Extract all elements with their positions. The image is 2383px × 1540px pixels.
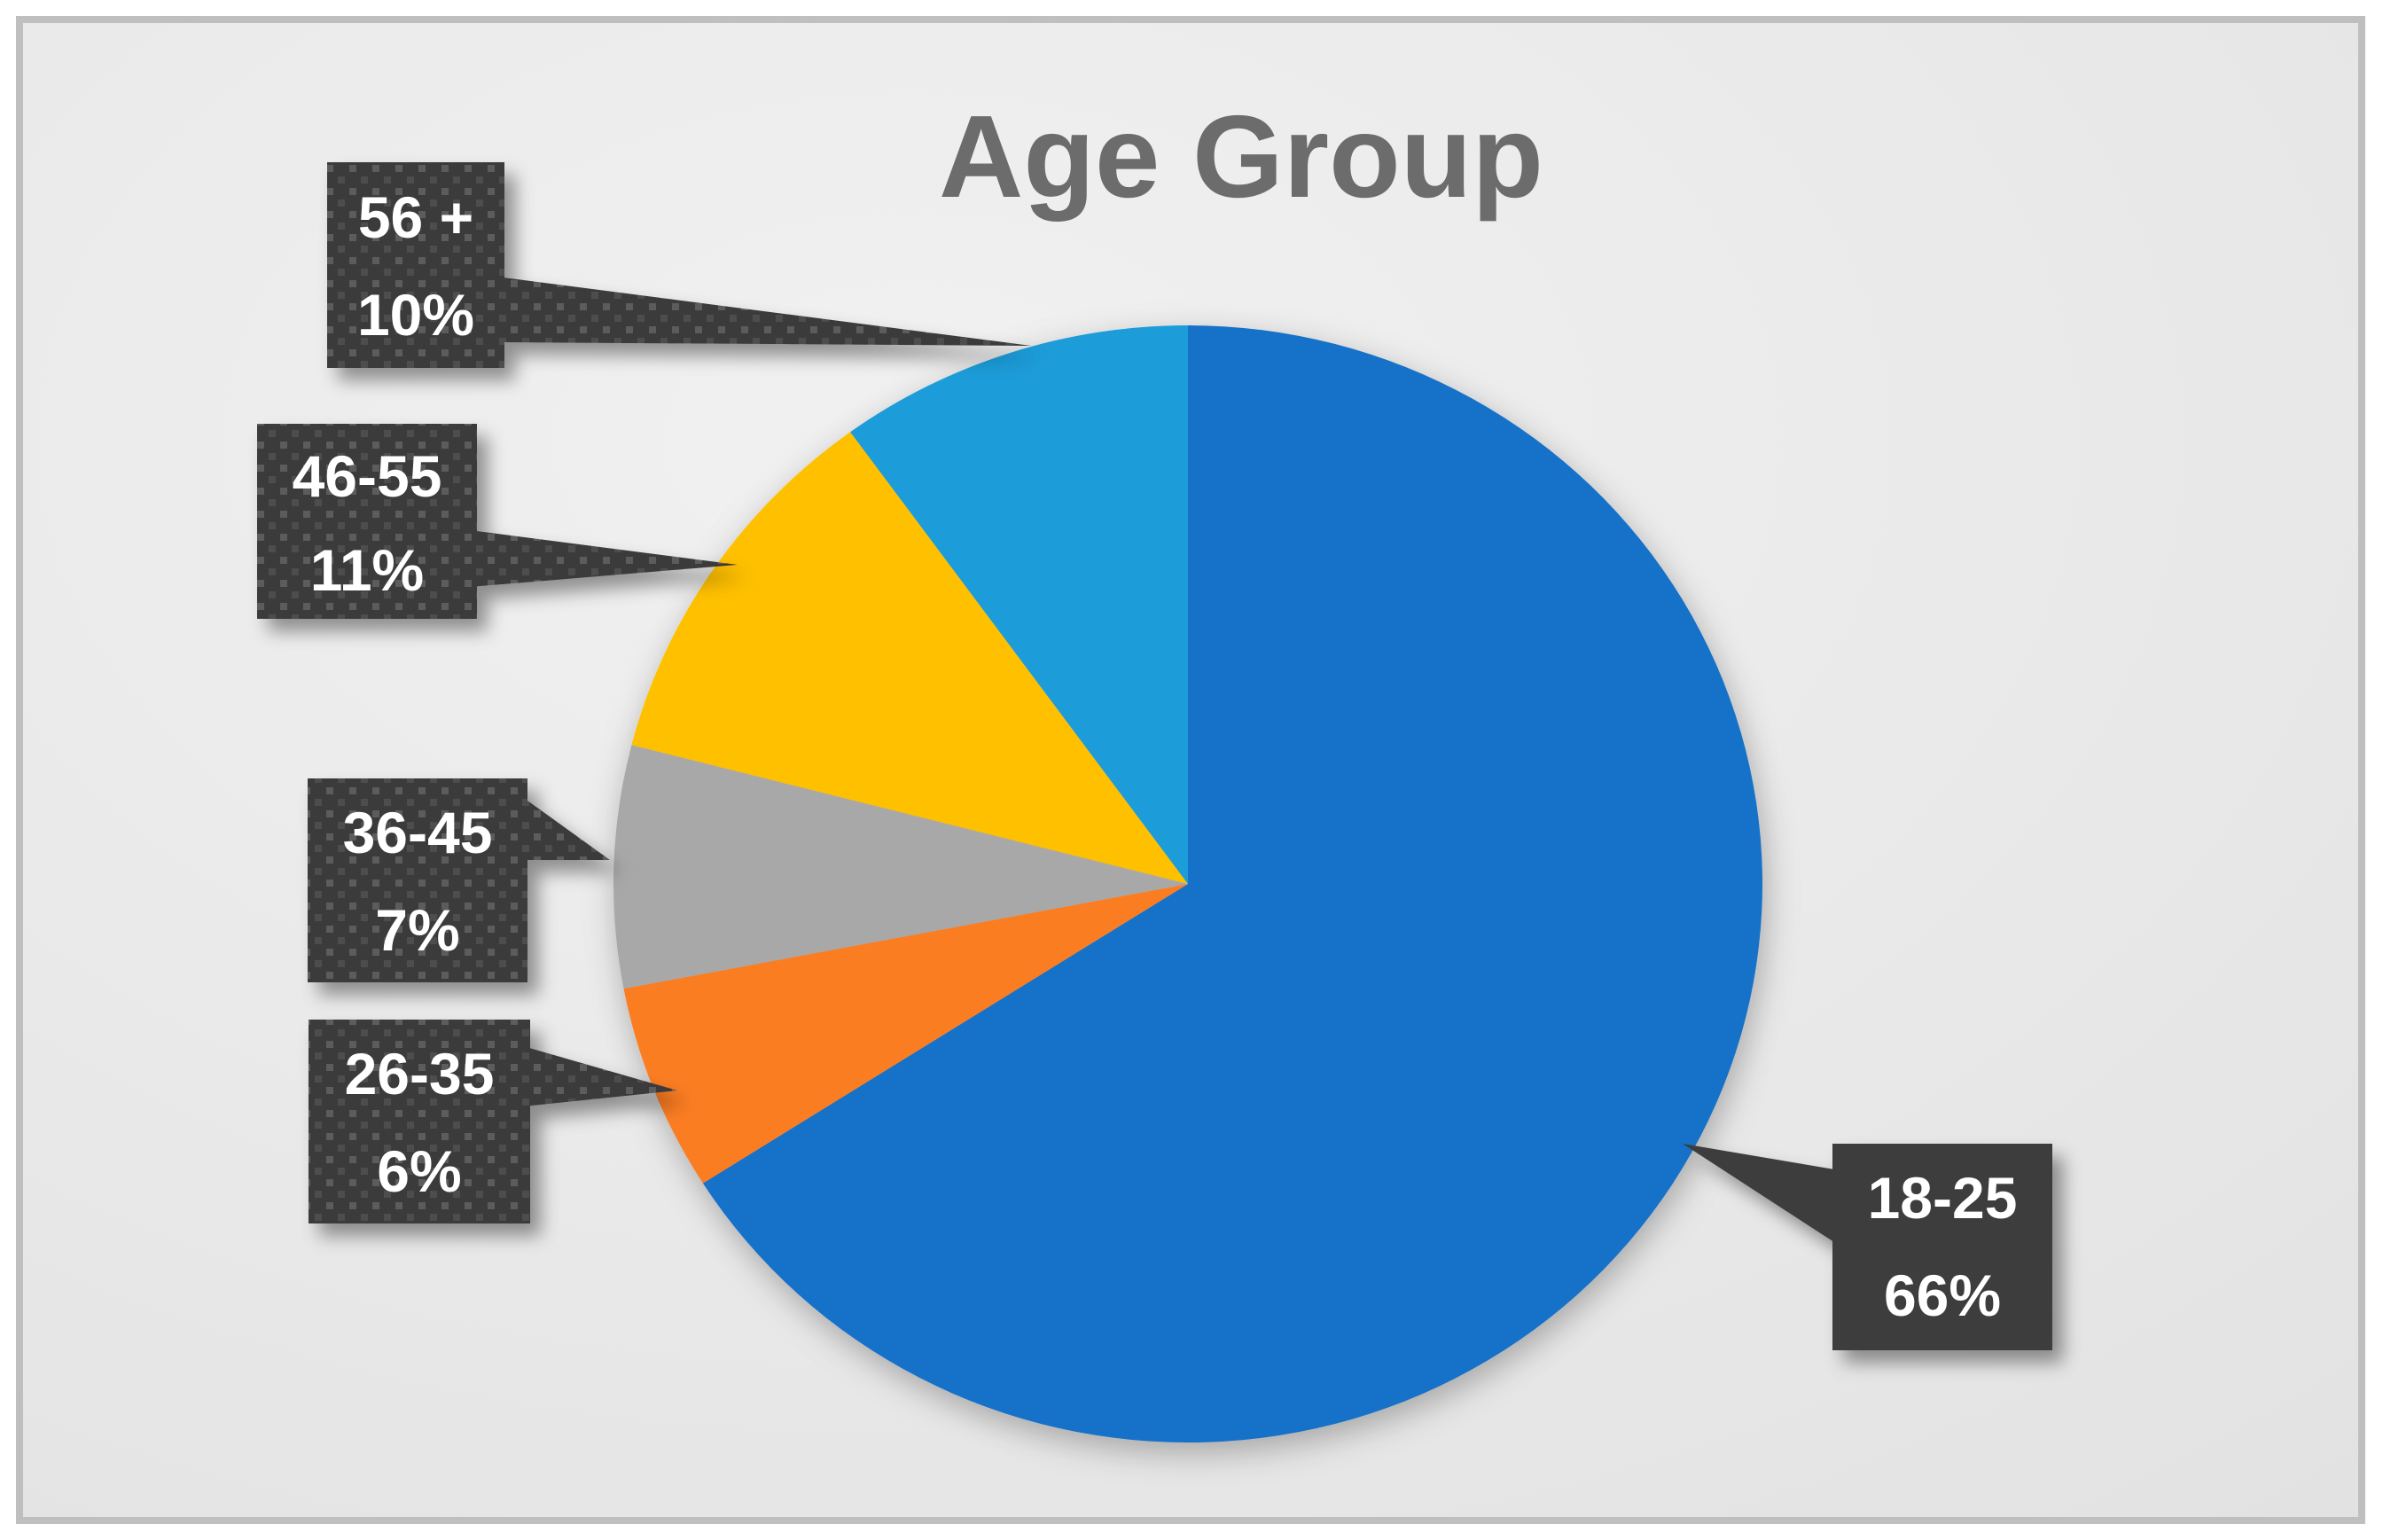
callout-56plus[interactable]: 56 + 10%	[327, 162, 1031, 368]
pie-slice-26-35[interactable]	[623, 884, 1189, 1184]
callout-56plus-box[interactable]	[327, 162, 504, 368]
callout-18-25-percent: 66%	[1884, 1262, 2001, 1328]
callout-56plus-range: 56 +	[358, 184, 473, 250]
callout-18-25-box[interactable]	[1832, 1144, 2052, 1350]
callout-36-45-range: 36-45	[343, 800, 493, 865]
pie-slice-18-25[interactable]	[702, 325, 1763, 1442]
chart-title: Age Group	[939, 91, 1543, 222]
callout-46-55-box[interactable]	[257, 424, 477, 619]
callout-46-55-range: 46-55	[293, 443, 442, 509]
callout-56plus-percent: 10%	[357, 282, 474, 348]
callout-46-55-percent: 11%	[310, 537, 424, 603]
callout-26-35[interactable]: 26-35 6%	[309, 1020, 677, 1223]
callout-18-25-pointer	[1683, 1144, 1840, 1246]
callout-56plus-pointer	[496, 277, 1031, 346]
pie-slice-36-45[interactable]	[613, 745, 1188, 989]
callout-36-45[interactable]: 36-45 7%	[308, 778, 610, 982]
callout-36-45-pointer	[521, 796, 610, 860]
pie-slice-46-55[interactable]	[631, 432, 1188, 884]
callout-26-35-percent: 6%	[377, 1138, 461, 1204]
callout-46-55[interactable]: 46-55 11%	[257, 424, 738, 619]
callout-36-45-percent: 7%	[375, 897, 459, 963]
callout-36-45-box[interactable]	[308, 778, 527, 982]
callout-18-25[interactable]: 18-25 66%	[1683, 1144, 2052, 1350]
callout-26-35-box[interactable]	[309, 1020, 530, 1223]
callout-18-25-range: 18-25	[1868, 1165, 2018, 1231]
callout-26-35-range: 26-35	[345, 1041, 495, 1106]
pie-slice-56+[interactable]	[850, 324, 1188, 884]
pie	[613, 324, 1763, 1442]
callout-46-55-pointer	[470, 530, 738, 587]
callout-26-35-pointer	[523, 1046, 677, 1106]
